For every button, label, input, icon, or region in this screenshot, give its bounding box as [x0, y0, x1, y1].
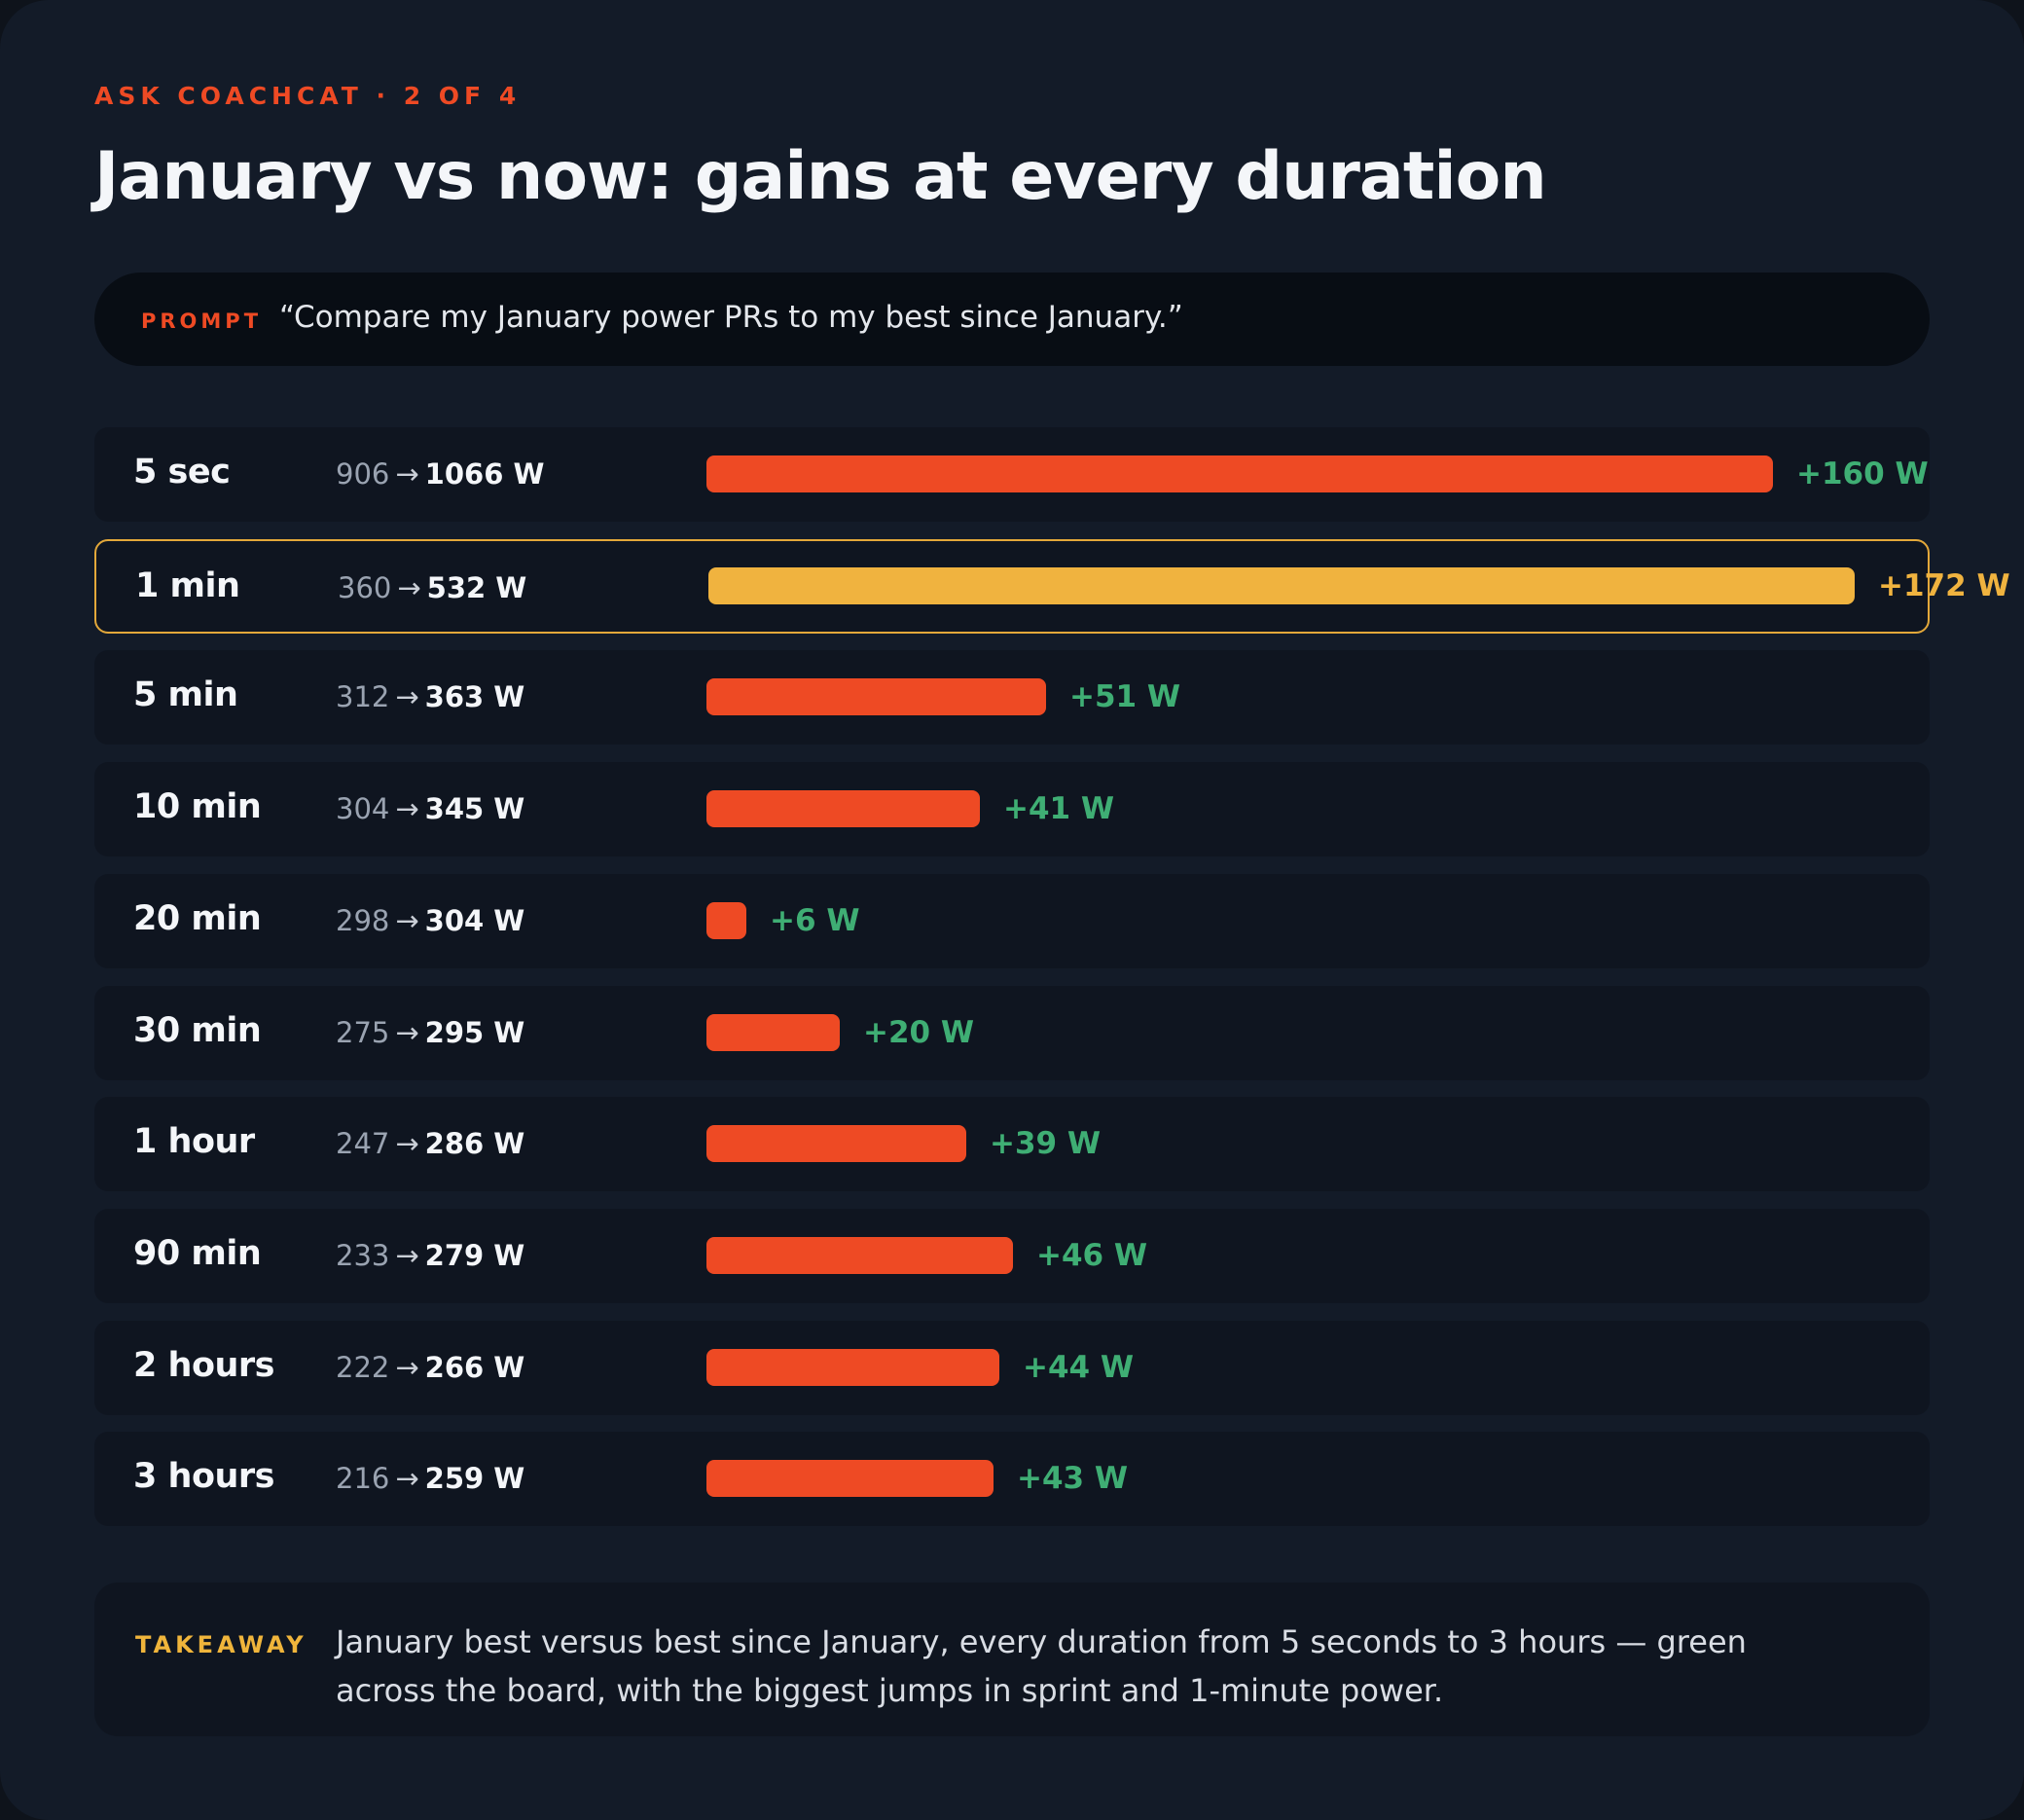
gain-bar	[708, 567, 1855, 604]
value-pair: 275 → 295 W	[336, 1016, 524, 1049]
now-value: 345 W	[424, 792, 525, 825]
chart-row: 5 min 312 → 363 W +51 W	[94, 650, 1930, 745]
gain-bar	[706, 1460, 994, 1497]
category-label: 2 hours	[133, 1346, 275, 1385]
arrow-icon: →	[395, 1016, 419, 1049]
january-value: 304	[336, 792, 390, 825]
arrow-icon: →	[395, 680, 419, 713]
arrow-icon: →	[395, 1462, 419, 1495]
now-value: 1066 W	[424, 457, 545, 491]
arrow-icon: →	[397, 571, 421, 604]
value-pair: 312 → 363 W	[336, 680, 524, 713]
gain-label: +160 W	[1796, 456, 1929, 491]
chart-row: 1 min 360 → 532 W +172 W	[94, 539, 2010, 634]
page-title: January vs now: gains at every duration	[94, 138, 1547, 215]
value-pair: 360 → 532 W	[338, 571, 526, 604]
value-pair: 298 → 304 W	[336, 904, 524, 937]
category-label: 20 min	[133, 899, 262, 938]
january-value: 312	[336, 680, 390, 713]
arrow-icon: →	[395, 457, 419, 491]
now-value: 279 W	[424, 1239, 525, 1272]
category-label: 3 hours	[133, 1457, 275, 1496]
now-value: 295 W	[424, 1016, 525, 1049]
arrow-icon: →	[395, 904, 419, 937]
gain-bar	[706, 678, 1046, 715]
chart-row: 1 hour 247 → 286 W +39 W	[94, 1097, 1930, 1191]
value-pair: 216 → 259 W	[336, 1462, 524, 1495]
takeaway-label: TAKEAWAY	[135, 1631, 307, 1658]
gain-label: +51 W	[1069, 679, 1181, 714]
prompt-text: “Compare my January power PRs to my best…	[279, 300, 1183, 335]
chart-row: 3 hours 216 → 259 W +43 W	[94, 1432, 1930, 1526]
gain-bar	[706, 1125, 966, 1162]
category-label: 30 min	[133, 1011, 262, 1050]
gain-label: +172 W	[1878, 568, 2010, 603]
category-label: 90 min	[133, 1234, 262, 1273]
january-value: 906	[336, 457, 390, 491]
gain-bar	[706, 1014, 840, 1051]
takeaway-text: January best versus best since January, …	[336, 1623, 1747, 1709]
gain-label: +39 W	[990, 1126, 1102, 1161]
gain-bar	[706, 1237, 1013, 1274]
chart-row: 5 sec 906 → 1066 W +160 W	[94, 427, 1930, 522]
takeaway-box: TAKEAWAY January best versus best since …	[94, 1583, 1930, 1736]
now-value: 266 W	[424, 1351, 525, 1384]
gain-label: +41 W	[1003, 791, 1115, 826]
value-pair: 906 → 1066 W	[336, 457, 544, 491]
value-pair: 233 → 279 W	[336, 1239, 524, 1272]
gain-bar	[706, 1349, 999, 1386]
chart-row: 90 min 233 → 279 W +46 W	[94, 1209, 1930, 1303]
value-pair: 247 → 286 W	[336, 1127, 524, 1160]
chart-row: 30 min 275 → 295 W +20 W	[94, 986, 1930, 1080]
january-value: 360	[338, 571, 392, 604]
gain-label: +44 W	[1023, 1350, 1135, 1385]
now-value: 286 W	[424, 1127, 525, 1160]
now-value: 363 W	[424, 680, 525, 713]
value-pair: 222 → 266 W	[336, 1351, 524, 1384]
arrow-icon: →	[395, 1127, 419, 1160]
now-value: 259 W	[424, 1462, 525, 1495]
gain-label: +20 W	[863, 1015, 975, 1050]
chart-row: 20 min 298 → 304 W +6 W	[94, 874, 1930, 968]
gain-label: +6 W	[770, 903, 860, 938]
january-value: 275	[336, 1016, 390, 1049]
category-label: 5 min	[133, 675, 238, 714]
arrow-icon: →	[395, 1239, 419, 1272]
chart-row: 10 min 304 → 345 W +41 W	[94, 762, 1930, 856]
gain-bar	[706, 790, 980, 827]
prompt-label: PROMPT	[141, 309, 263, 333]
january-value: 233	[336, 1239, 390, 1272]
january-value: 247	[336, 1127, 390, 1160]
now-value: 304 W	[424, 904, 525, 937]
chart-row: 2 hours 222 → 266 W +44 W	[94, 1321, 1930, 1415]
category-label: 1 min	[135, 566, 240, 605]
arrow-icon: →	[395, 1351, 419, 1384]
prompt-box: PROMPT “Compare my January power PRs to …	[94, 273, 1930, 366]
category-label: 10 min	[133, 787, 262, 826]
gain-label: +43 W	[1017, 1461, 1129, 1496]
now-value: 532 W	[426, 571, 527, 604]
gain-bar	[706, 455, 1773, 492]
january-value: 216	[336, 1462, 390, 1495]
gain-label: +46 W	[1036, 1238, 1148, 1273]
january-value: 298	[336, 904, 390, 937]
value-pair: 304 → 345 W	[336, 792, 524, 825]
arrow-icon: →	[395, 792, 419, 825]
category-label: 5 sec	[133, 453, 231, 491]
january-value: 222	[336, 1351, 390, 1384]
gain-bar	[706, 902, 746, 939]
eyebrow-label: ASK COACHCAT · 2 OF 4	[94, 82, 522, 110]
category-label: 1 hour	[133, 1122, 255, 1161]
